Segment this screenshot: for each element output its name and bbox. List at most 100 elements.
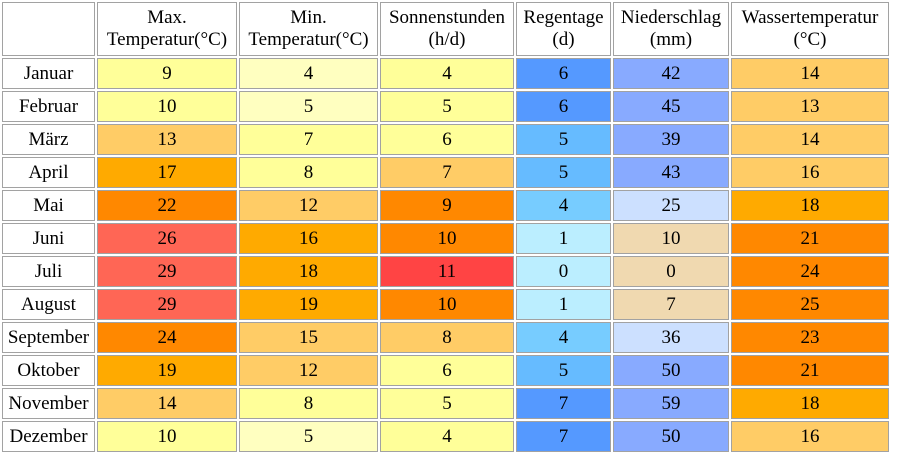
col-header-line1: Regentage — [523, 7, 604, 28]
cell-sun: 5 — [380, 388, 514, 419]
cell-precip: 59 — [613, 388, 729, 419]
col-header-rain-days: Regentage (d) — [516, 2, 611, 56]
month-label: Januar — [2, 58, 95, 89]
cell-max-temp: 19 — [97, 355, 237, 386]
month-label: August — [2, 289, 95, 320]
table-row: November 14 8 5 7 59 18 — [2, 388, 889, 419]
cell-rain-days: 7 — [516, 421, 611, 452]
cell-water-temp: 18 — [731, 190, 889, 221]
col-header-precip: Niederschlag (mm) — [613, 2, 729, 56]
cell-precip: 10 — [613, 223, 729, 254]
col-header-line2: (mm) — [649, 29, 693, 50]
cell-min-temp: 15 — [239, 322, 378, 353]
cell-min-temp: 5 — [239, 91, 378, 122]
cell-precip: 25 — [613, 190, 729, 221]
cell-water-temp: 21 — [731, 355, 889, 386]
cell-water-temp: 24 — [731, 256, 889, 287]
cell-sun: 6 — [380, 355, 514, 386]
cell-max-temp: 10 — [97, 421, 237, 452]
table-row: September 24 15 8 4 36 23 — [2, 322, 889, 353]
cell-precip: 43 — [613, 157, 729, 188]
col-header-line1: Max. — [147, 7, 187, 28]
table-row: April 17 8 7 5 43 16 — [2, 157, 889, 188]
cell-min-temp: 19 — [239, 289, 378, 320]
cell-sun: 10 — [380, 289, 514, 320]
month-label: Mai — [2, 190, 95, 221]
month-label: Februar — [2, 91, 95, 122]
cell-rain-days: 5 — [516, 124, 611, 155]
cell-water-temp: 21 — [731, 223, 889, 254]
col-header-line2: (°C) — [793, 29, 827, 50]
cell-max-temp: 26 — [97, 223, 237, 254]
col-header-line1: Wassertemperatur — [741, 7, 879, 28]
cell-water-temp: 14 — [731, 124, 889, 155]
month-label: November — [2, 388, 95, 419]
month-label: März — [2, 124, 95, 155]
table-row: August 29 19 10 1 7 25 — [2, 289, 889, 320]
cell-precip: 7 — [613, 289, 729, 320]
cell-sun: 11 — [380, 256, 514, 287]
table-row: Oktober 19 12 6 5 50 21 — [2, 355, 889, 386]
cell-max-temp: 17 — [97, 157, 237, 188]
col-header-line1: Sonnenstunden — [388, 7, 506, 28]
cell-min-temp: 4 — [239, 58, 378, 89]
cell-sun: 4 — [380, 421, 514, 452]
col-header-line2: (h/d) — [428, 29, 466, 50]
cell-water-temp: 25 — [731, 289, 889, 320]
cell-min-temp: 5 — [239, 421, 378, 452]
table-row: Juli 29 18 11 0 0 24 — [2, 256, 889, 287]
cell-max-temp: 13 — [97, 124, 237, 155]
month-label: April — [2, 157, 95, 188]
table-row: März 13 7 6 5 39 14 — [2, 124, 889, 155]
cell-min-temp: 8 — [239, 157, 378, 188]
month-label: Oktober — [2, 355, 95, 386]
cell-min-temp: 12 — [239, 355, 378, 386]
cell-max-temp: 22 — [97, 190, 237, 221]
corner-cell — [2, 2, 95, 56]
cell-precip: 50 — [613, 421, 729, 452]
cell-sun: 4 — [380, 58, 514, 89]
cell-min-temp: 18 — [239, 256, 378, 287]
cell-max-temp: 14 — [97, 388, 237, 419]
cell-rain-days: 1 — [516, 223, 611, 254]
cell-min-temp: 7 — [239, 124, 378, 155]
col-header-max-temp: Max. Temperatur(°C) — [97, 2, 237, 56]
cell-precip: 42 — [613, 58, 729, 89]
cell-sun: 7 — [380, 157, 514, 188]
cell-precip: 0 — [613, 256, 729, 287]
cell-rain-days: 5 — [516, 157, 611, 188]
cell-min-temp: 16 — [239, 223, 378, 254]
cell-sun: 10 — [380, 223, 514, 254]
table-row: Juni 26 16 10 1 10 21 — [2, 223, 889, 254]
cell-min-temp: 8 — [239, 388, 378, 419]
cell-precip: 39 — [613, 124, 729, 155]
col-header-min-temp: Min. Temperatur(°C) — [239, 2, 378, 56]
col-header-line2: Temperatur(°C) — [106, 29, 228, 50]
cell-water-temp: 18 — [731, 388, 889, 419]
cell-water-temp: 16 — [731, 157, 889, 188]
cell-max-temp: 29 — [97, 256, 237, 287]
col-header-line2: (d) — [552, 29, 575, 50]
cell-water-temp: 14 — [731, 58, 889, 89]
cell-precip: 36 — [613, 322, 729, 353]
cell-rain-days: 4 — [516, 190, 611, 221]
cell-precip: 50 — [613, 355, 729, 386]
cell-min-temp: 12 — [239, 190, 378, 221]
cell-rain-days: 4 — [516, 322, 611, 353]
cell-sun: 8 — [380, 322, 514, 353]
table-row: Januar 9 4 4 6 42 14 — [2, 58, 889, 89]
month-label: Juni — [2, 223, 95, 254]
cell-water-temp: 16 — [731, 421, 889, 452]
cell-max-temp: 29 — [97, 289, 237, 320]
cell-rain-days: 1 — [516, 289, 611, 320]
month-label: Dezember — [2, 421, 95, 452]
col-header-line1: Niederschlag — [620, 7, 722, 28]
table-body: Januar 9 4 4 6 42 14 Februar 10 5 5 6 45 13 März 13 7 6 5 3… — [2, 58, 889, 452]
cell-max-temp: 24 — [97, 322, 237, 353]
cell-max-temp: 9 — [97, 58, 237, 89]
col-header-line1: Min. — [290, 7, 327, 28]
cell-precip: 45 — [613, 91, 729, 122]
cell-sun: 9 — [380, 190, 514, 221]
col-header-sun: Sonnenstunden (h/d) — [380, 2, 514, 56]
